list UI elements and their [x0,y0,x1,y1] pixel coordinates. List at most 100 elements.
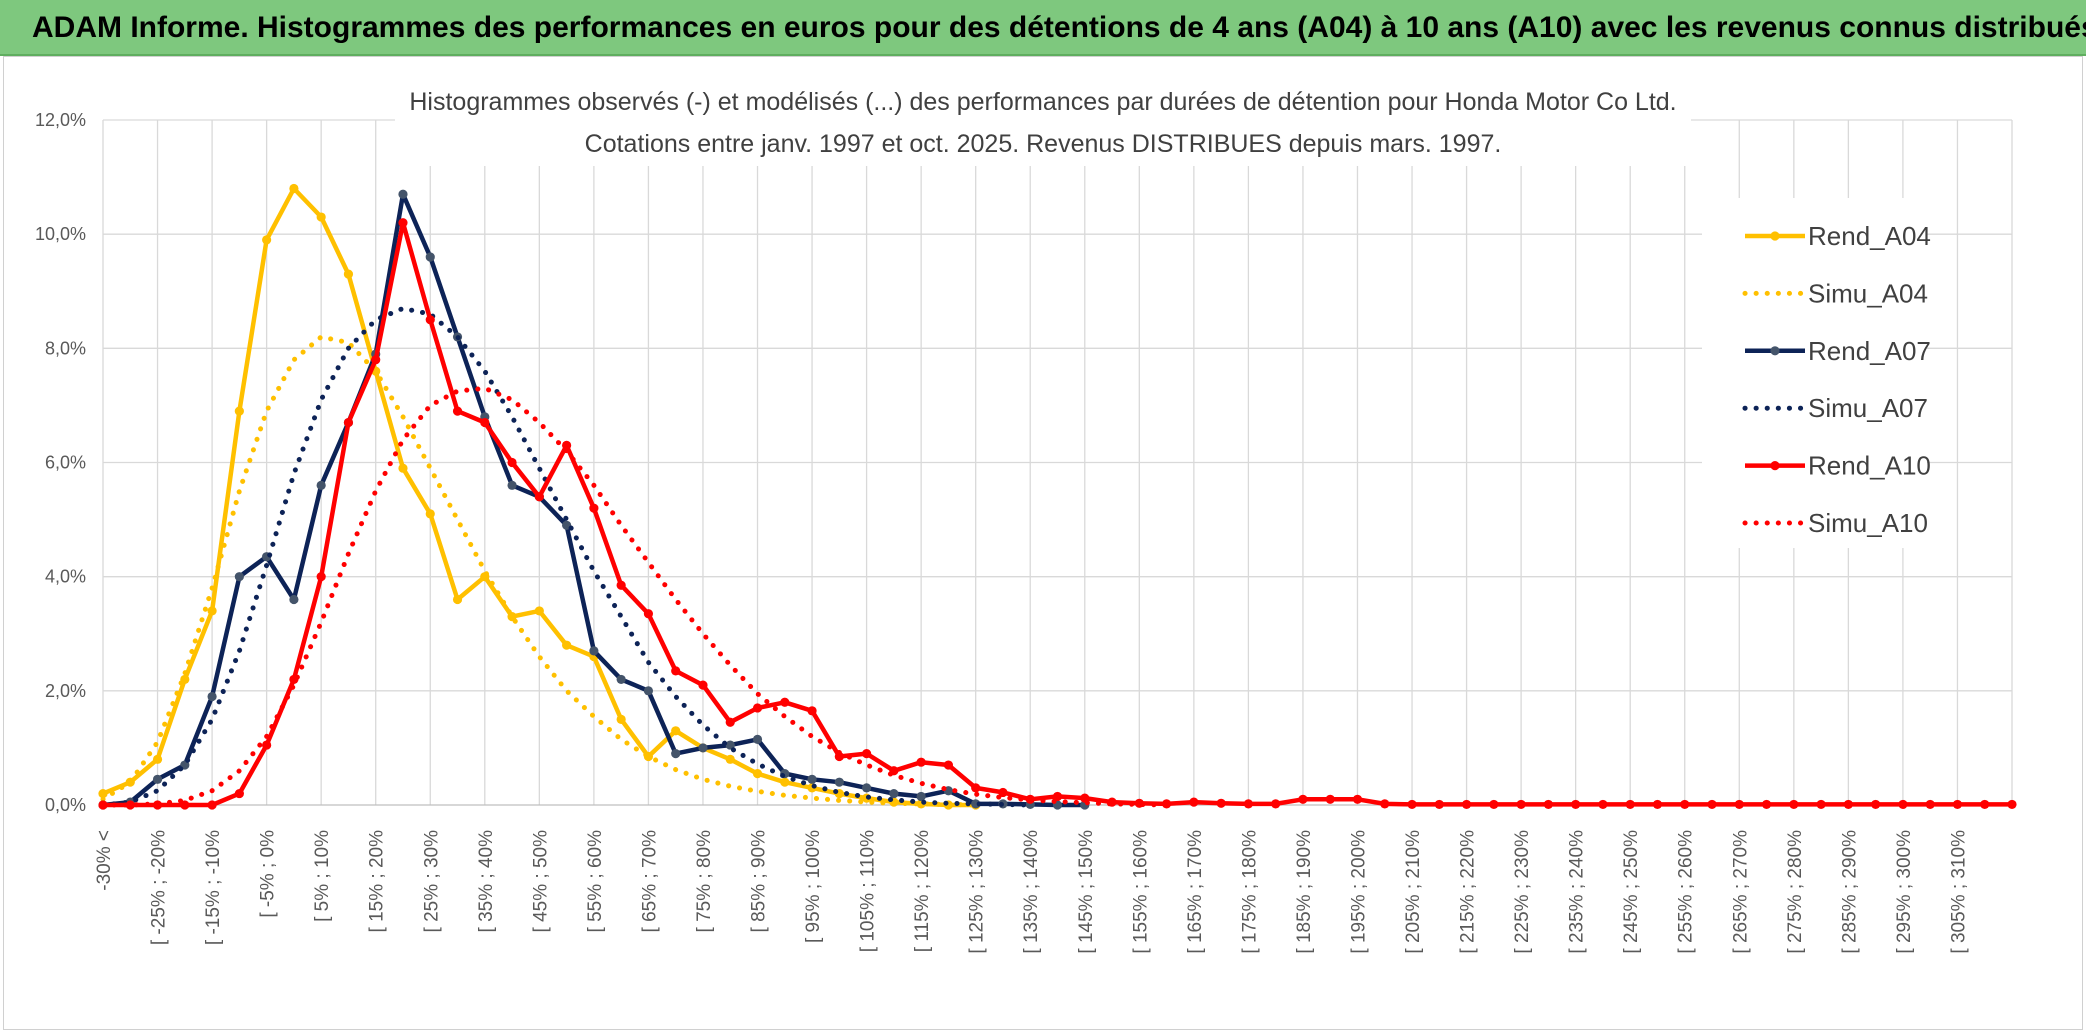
data-point [725,754,735,764]
x-tick-label: [ 275% ; 280% [1785,830,1806,954]
data-point [998,787,1008,798]
data-point [507,457,517,468]
data-point [698,743,708,753]
data-point [425,509,435,519]
data-point [1707,799,1717,810]
chart-series [98,183,2017,810]
data-point [916,791,926,802]
data-point [725,740,735,750]
chart-title: Histogrammes observés (-) et modélisés (… [395,78,1691,166]
data-point [889,788,899,799]
x-tick-label: [ 215% ; 220% [1458,830,1479,954]
x-tick-label: [ 285% ; 290% [1839,830,1860,954]
x-tick-label: [ 85% ; 90% [749,830,770,933]
data-point [1925,799,1935,810]
y-tick-label: 0,0% [45,795,86,815]
data-point [807,774,817,784]
data-point [343,417,354,428]
data-point [698,680,708,690]
data-point [834,777,844,787]
x-tick-label: [ 15% ; 20% [367,830,388,933]
data-point [316,212,326,222]
data-point [534,492,544,502]
data-point [671,666,681,676]
data-point [425,315,435,325]
data-point [207,606,217,616]
x-tick-label: [ 145% ; 150% [1076,830,1097,954]
data-point [671,749,681,759]
y-tick-label: 6,0% [45,453,86,473]
data-point [507,480,517,490]
report-title-banner: ADAM Informe. Histogrammes des performan… [0,0,2086,56]
data-point [398,463,408,473]
x-tick-label: [ 135% ; 140% [1021,830,1042,954]
data-point [780,697,790,707]
data-point [862,783,872,793]
data-point [289,594,299,605]
data-point [643,686,654,696]
data-point [1898,799,1908,810]
data-point [943,760,954,770]
data-point [316,572,326,582]
x-tick-label: [ 25% ; 30% [421,830,442,933]
data-point [125,800,135,810]
data-point [1625,799,1635,810]
x-tick-label: [ 205% ; 210% [1403,830,1424,954]
x-tick-label: [ 225% ; 230% [1512,830,1533,954]
data-point [1843,799,1853,810]
x-tick-label: [ 295% ; 300% [1894,830,1915,954]
x-tick-label: [ -25% ; -20% [149,830,170,945]
data-point [1461,799,1472,810]
x-tick-label: -30% < [94,830,115,891]
legend-box [1702,198,1927,548]
legend-label: Simu_A07 [1808,393,1928,423]
x-tick-label: [ 165% ; 170% [1185,830,1206,954]
x-tick-label: [ 175% ; 180% [1239,830,1260,954]
legend-swatch-marker [1770,461,1780,471]
data-point [1380,799,1390,809]
data-point [1652,799,1663,810]
data-point [780,777,790,787]
data-point [2007,799,2017,810]
x-tick-label: [ 105% ; 110% [858,830,879,952]
data-point [616,674,626,685]
data-point [834,751,844,762]
x-tick-label: [ 55% ; 60% [585,830,606,933]
data-point [1216,798,1226,808]
data-point [862,749,872,759]
x-tick-label: [ 195% ; 200% [1348,830,1369,954]
series-line-simu-a04 [100,334,979,808]
chart-frame [3,56,2083,1030]
data-point [1789,799,1799,810]
x-tick-label: [ 35% ; 40% [476,830,497,933]
series-line-simu-a07 [100,305,1033,808]
data-point [398,218,408,228]
x-tick-label: [ 75% ; 80% [694,830,715,933]
data-point [916,757,926,767]
data-point [289,183,299,194]
data-point [1516,799,1526,810]
x-tick-label: [ 305% ; 310% [1948,830,1969,954]
data-point [371,355,381,365]
x-tick-label: [ 125% ; 130% [967,830,988,954]
y-tick-label: 2,0% [45,681,86,701]
y-axis-tick-labels: 0,0% 2,0% 4,0% 6,0% 8,0% 10,0% 12,0% [35,110,86,815]
data-point [1243,799,1253,809]
data-point [1489,799,1499,810]
x-tick-label: [ 115% ; 120% [912,830,933,952]
data-point [343,269,354,279]
data-point [1543,799,1553,810]
series-line-simu-a10 [100,385,1170,808]
data-point [562,640,572,650]
y-tick-label: 10,0% [35,224,86,244]
x-tick-label: [ -15% ; -10% [203,830,224,945]
data-point [1680,799,1690,810]
data-point [752,703,763,713]
data-point [207,800,217,810]
data-point [1325,794,1335,804]
data-point [98,788,108,799]
x-axis-tick-labels: -30% < [ -25% ; -20% [ -15% ; -10% [ -5% ; … [94,830,1969,954]
data-point [234,406,244,416]
data-point [316,480,326,490]
